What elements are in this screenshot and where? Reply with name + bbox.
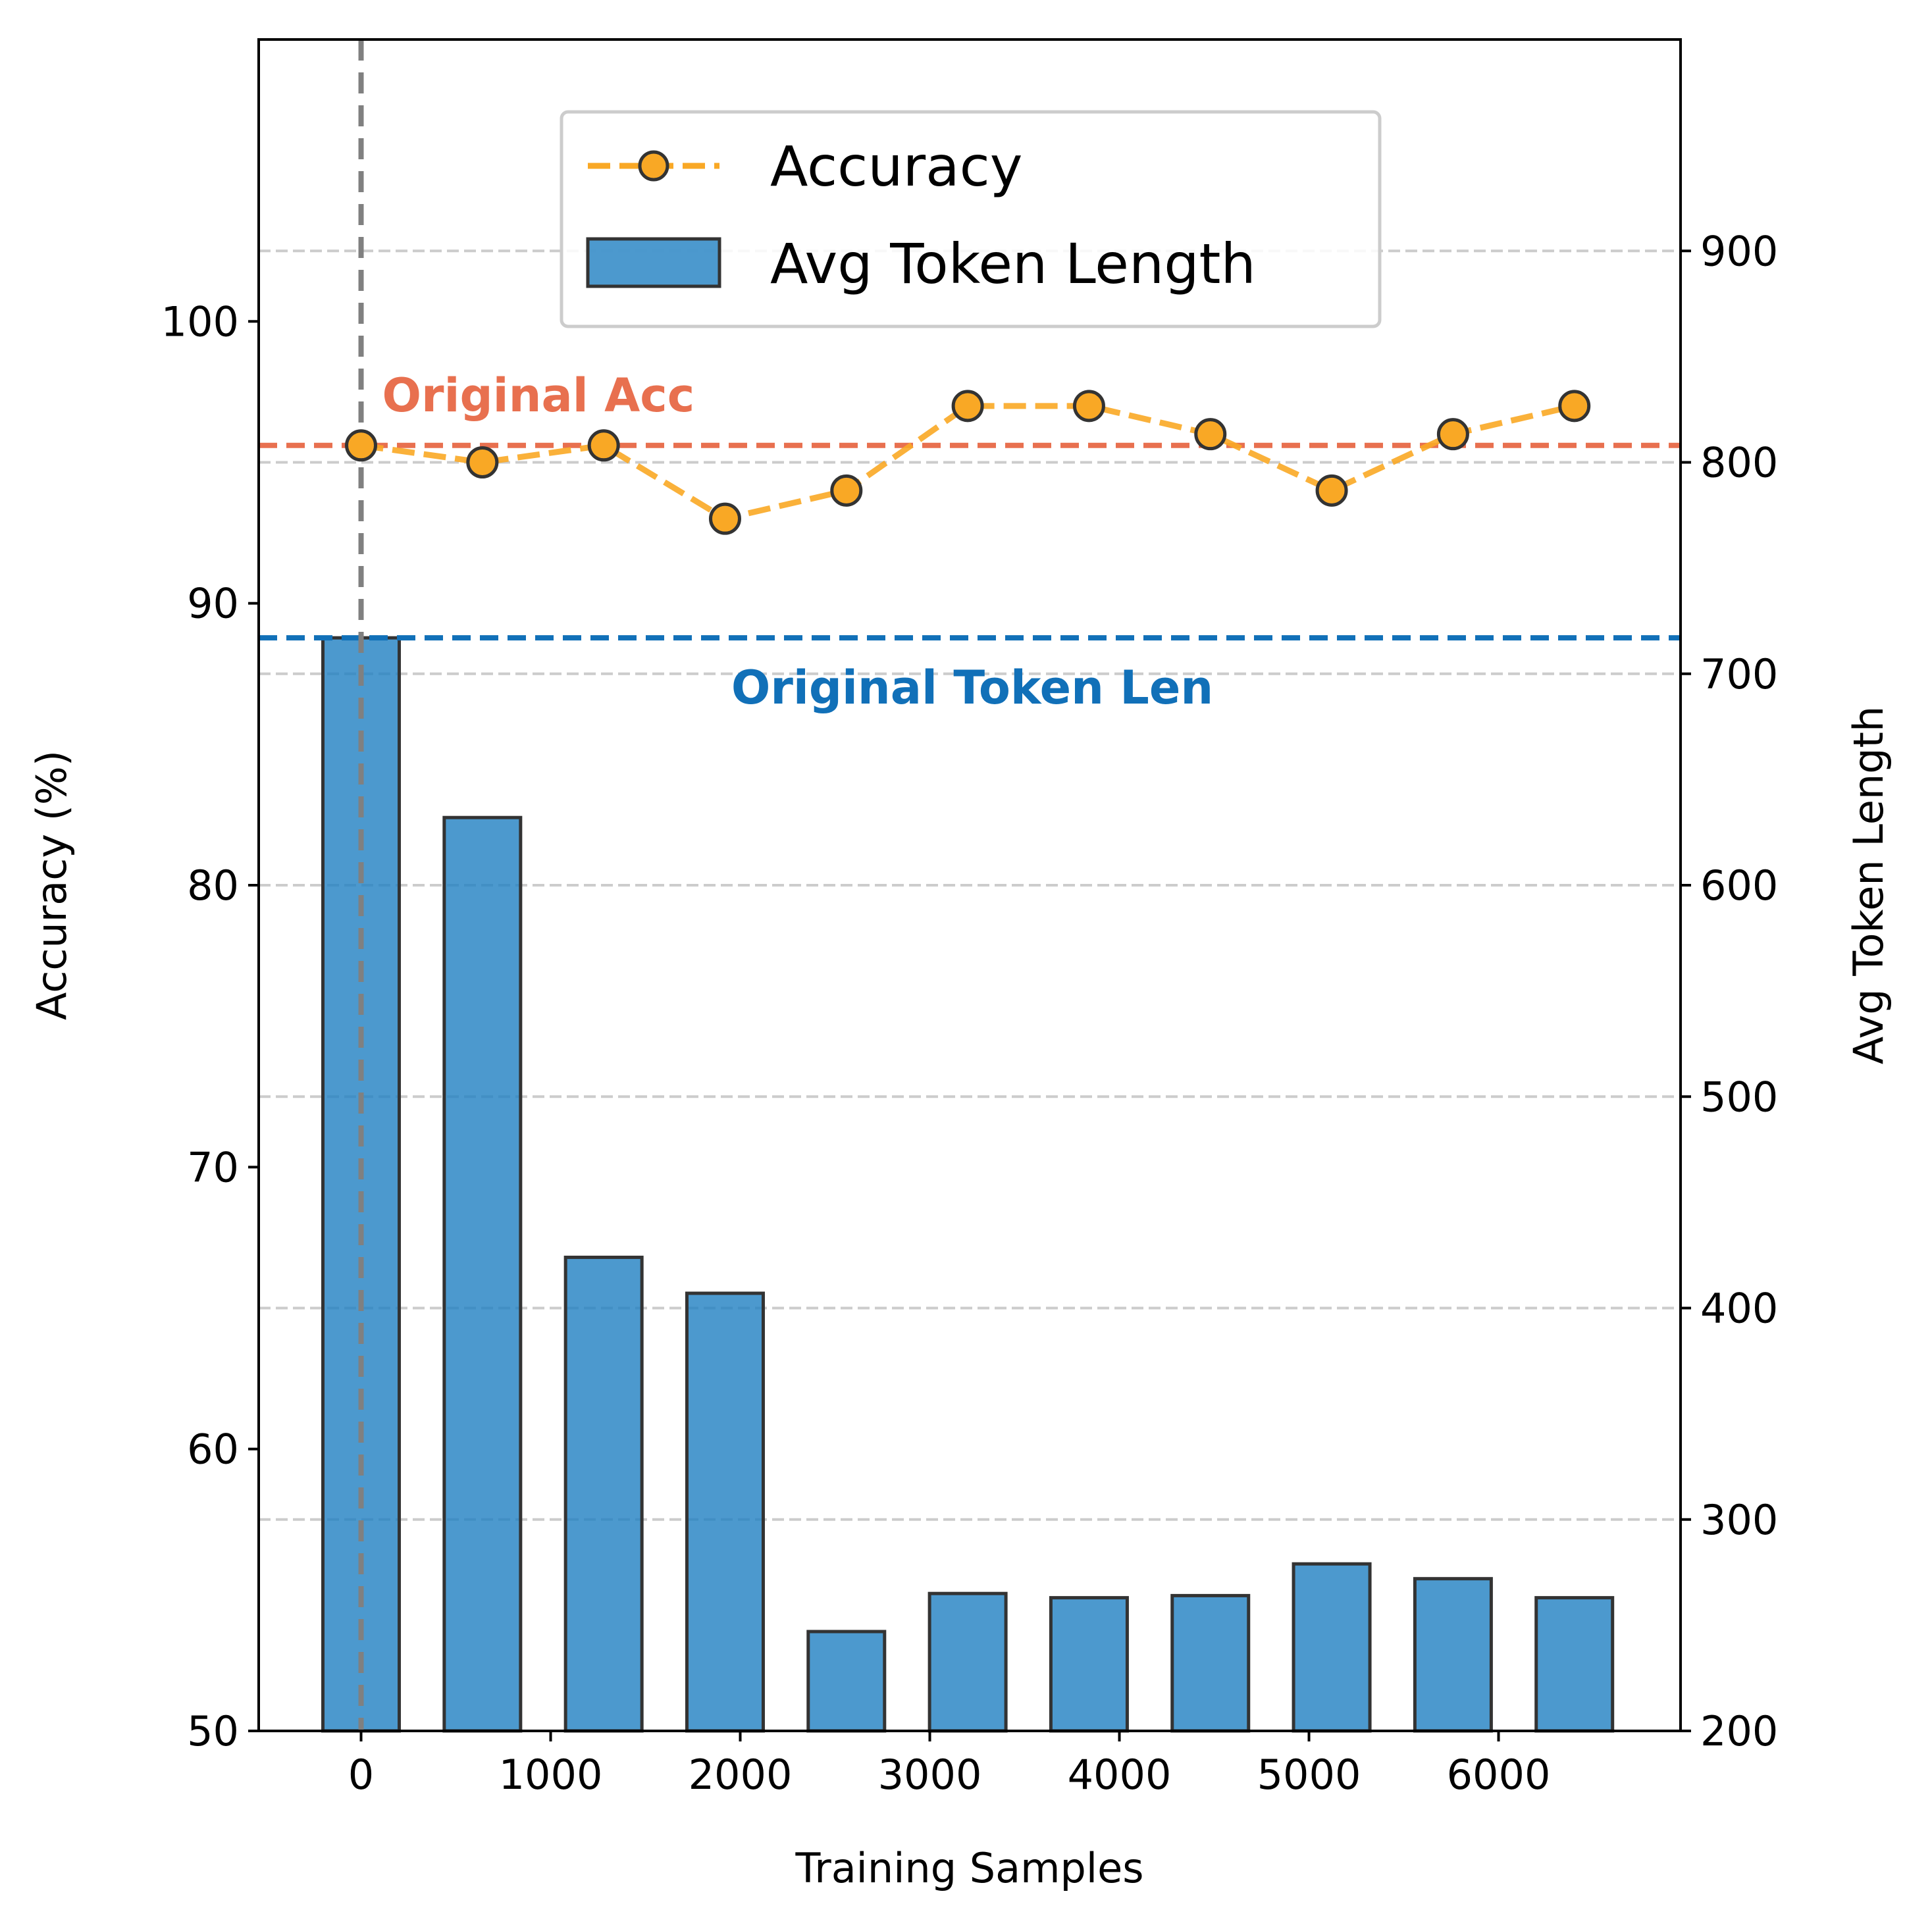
left-y-tick-label: 80 bbox=[187, 862, 239, 910]
right-y-tick-label: 500 bbox=[1700, 1073, 1778, 1121]
token-length-bar bbox=[442, 815, 523, 1733]
left-y-axis-title: Accuracy (%) bbox=[28, 750, 76, 1020]
token-length-bar bbox=[806, 1630, 887, 1733]
x-tick-label: 5000 bbox=[1257, 1751, 1361, 1799]
x-axis-title: Training Samples bbox=[795, 1844, 1143, 1892]
token-length-bar bbox=[563, 1255, 644, 1733]
accuracy-point bbox=[587, 429, 620, 462]
left-y-tick-label: 70 bbox=[187, 1143, 239, 1191]
accuracy-point bbox=[1558, 390, 1591, 423]
x-tick-label: 1000 bbox=[499, 1751, 603, 1799]
legend-token-length-swatch bbox=[586, 237, 721, 288]
accuracy-point bbox=[708, 502, 741, 535]
x-tick-label: 6000 bbox=[1447, 1751, 1551, 1799]
left-y-tick-label: 100 bbox=[161, 297, 239, 346]
x-tick-label: 4000 bbox=[1068, 1751, 1172, 1799]
token-length-bar bbox=[1534, 1596, 1615, 1733]
token-length-bar bbox=[1292, 1562, 1372, 1733]
x-tick-label: 0 bbox=[348, 1751, 374, 1799]
right-y-tick-label: 600 bbox=[1700, 862, 1778, 910]
accuracy-point bbox=[466, 446, 499, 478]
reference-lines bbox=[259, 39, 1681, 1731]
axes-layer: 0 1000 2000 3000 4000 5000 6000 50 60 70 80 90 100 20… bbox=[161, 38, 1778, 1799]
accuracy-point bbox=[1072, 390, 1105, 423]
token-length-bar bbox=[1170, 1593, 1251, 1733]
token-length-bar bbox=[927, 1591, 1008, 1733]
legend-accuracy-label: Accuracy bbox=[770, 134, 1023, 199]
left-y-tick-label: 50 bbox=[187, 1707, 239, 1755]
token-length-bar bbox=[1413, 1577, 1493, 1733]
left-y-tick-label: 90 bbox=[187, 580, 239, 628]
left-y-tick-label: 60 bbox=[187, 1426, 239, 1474]
accuracy-point bbox=[1436, 418, 1469, 451]
token-length-bar bbox=[1049, 1596, 1129, 1733]
right-y-tick-label: 200 bbox=[1700, 1707, 1778, 1755]
right-y-axis-title: Avg Token Length bbox=[1844, 706, 1893, 1065]
accuracy-point bbox=[830, 474, 863, 507]
accuracy-line-layer bbox=[345, 390, 1591, 535]
legend: Accuracy Avg Token Length bbox=[560, 110, 1382, 328]
token-length-bar bbox=[321, 636, 402, 1733]
accuracy-point bbox=[951, 390, 984, 423]
accuracy-point bbox=[345, 429, 378, 462]
accuracy-point bbox=[1315, 474, 1348, 507]
accuracy-point bbox=[1194, 418, 1227, 451]
x-tick-label: 2000 bbox=[689, 1751, 793, 1799]
right-y-tick-label: 900 bbox=[1700, 227, 1778, 275]
right-y-tick-label: 400 bbox=[1700, 1285, 1778, 1333]
original-acc-label: Original Acc bbox=[382, 369, 695, 423]
legend-token-length-label: Avg Token Length bbox=[770, 232, 1256, 296]
grid-layer bbox=[259, 249, 1681, 1732]
legend-accuracy-swatch-marker bbox=[638, 150, 669, 182]
token-length-bar bbox=[685, 1291, 765, 1733]
original-token-len-label: Original Token Len bbox=[731, 661, 1213, 715]
accuracy-line bbox=[360, 403, 1575, 522]
x-tick-label: 3000 bbox=[878, 1751, 982, 1799]
right-y-tick-label: 700 bbox=[1700, 650, 1778, 698]
right-y-tick-label: 300 bbox=[1700, 1496, 1778, 1544]
legend-box bbox=[560, 110, 1382, 328]
right-y-tick-label: 800 bbox=[1700, 439, 1778, 487]
bars-layer bbox=[321, 636, 1615, 1733]
